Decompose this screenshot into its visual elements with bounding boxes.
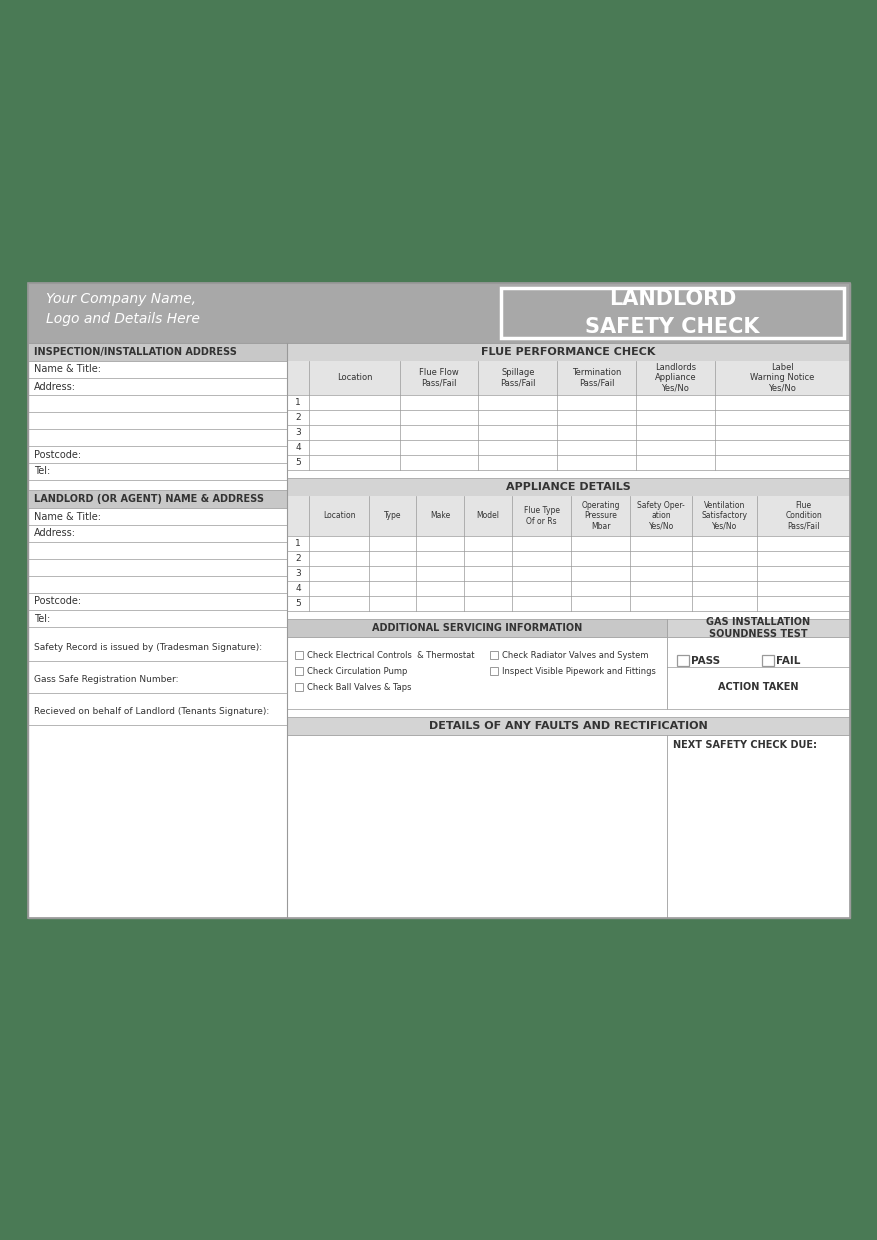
Bar — [501, 288, 844, 339]
Text: Safety Oper-
ation
Yes/No: Safety Oper- ation Yes/No — [638, 501, 685, 531]
Bar — [489, 667, 497, 675]
Text: ACTION TAKEN: ACTION TAKEN — [718, 682, 799, 692]
Bar — [762, 655, 774, 666]
Text: Operating
Pressure
Mbar: Operating Pressure Mbar — [581, 501, 620, 531]
Bar — [287, 717, 850, 735]
Text: Flue Type
Of or Rs: Flue Type Of or Rs — [524, 506, 560, 526]
Bar — [677, 655, 689, 666]
Bar — [667, 619, 850, 637]
Text: 3: 3 — [296, 569, 301, 578]
Text: Label
Warning Notice
Yes/No: Label Warning Notice Yes/No — [750, 363, 815, 393]
Bar — [287, 637, 667, 709]
Text: Landlords
Appliance
Yes/No: Landlords Appliance Yes/No — [654, 363, 696, 393]
Text: 5: 5 — [296, 599, 301, 608]
Text: Inspect Visible Pipework and Fittings: Inspect Visible Pipework and Fittings — [502, 667, 655, 676]
Text: Termination
Pass/Fail: Termination Pass/Fail — [572, 368, 621, 388]
Text: Model: Model — [477, 511, 500, 521]
Text: 2: 2 — [296, 554, 301, 563]
Text: FLUE PERFORMANCE CHECK: FLUE PERFORMANCE CHECK — [481, 347, 656, 357]
Text: Recieved on behalf of Landlord (Tenants Signature):: Recieved on behalf of Landlord (Tenants … — [34, 707, 269, 715]
Text: Postcode:: Postcode: — [34, 450, 82, 460]
Text: 5: 5 — [296, 458, 301, 467]
Text: Name & Title:: Name & Title: — [34, 365, 101, 374]
Text: Check Electrical Controls  & Thermostat: Check Electrical Controls & Thermostat — [307, 651, 474, 660]
Bar — [28, 283, 850, 918]
Bar — [28, 343, 287, 361]
Text: LANDLORD (OR AGENT) NAME & ADDRESS: LANDLORD (OR AGENT) NAME & ADDRESS — [34, 494, 264, 503]
Text: PASS: PASS — [691, 656, 720, 666]
Bar — [287, 477, 850, 496]
Text: Location: Location — [337, 373, 372, 382]
Bar — [287, 496, 850, 536]
Text: 1: 1 — [296, 398, 301, 407]
Bar — [295, 651, 303, 658]
Text: 1: 1 — [296, 539, 301, 548]
Text: Check Ball Valves & Taps: Check Ball Valves & Taps — [307, 682, 411, 692]
Bar — [28, 490, 287, 508]
Bar — [667, 637, 850, 709]
Text: APPLIANCE DETAILS: APPLIANCE DETAILS — [506, 482, 631, 492]
Text: Spillage
Pass/Fail: Spillage Pass/Fail — [500, 368, 536, 388]
Text: Location: Location — [323, 511, 355, 521]
Bar — [287, 619, 667, 637]
Text: FAIL: FAIL — [776, 656, 801, 666]
Text: Check Circulation Pump: Check Circulation Pump — [307, 667, 407, 676]
Text: Your Company Name,
Logo and Details Here: Your Company Name, Logo and Details Here — [46, 293, 200, 326]
Bar — [287, 735, 667, 918]
Text: 3: 3 — [296, 428, 301, 436]
Text: Gass Safe Registration Number:: Gass Safe Registration Number: — [34, 675, 179, 683]
Text: Name & Title:: Name & Title: — [34, 511, 101, 522]
Text: Check Radiator Valves and System: Check Radiator Valves and System — [502, 651, 648, 660]
Text: ADDITIONAL SERVICING INFORMATION: ADDITIONAL SERVICING INFORMATION — [372, 622, 582, 632]
Bar — [28, 283, 850, 918]
Text: Tel:: Tel: — [34, 466, 50, 476]
Bar — [295, 683, 303, 691]
Bar — [287, 361, 850, 396]
Text: 2: 2 — [296, 413, 301, 422]
Text: Flue Flow
Pass/Fail: Flue Flow Pass/Fail — [419, 368, 459, 388]
Bar — [489, 651, 497, 658]
Text: LANDLORD
SAFETY CHECK: LANDLORD SAFETY CHECK — [585, 289, 759, 337]
Text: Address:: Address: — [34, 382, 76, 392]
Text: 4: 4 — [296, 584, 301, 593]
Text: Flue
Condition
Pass/Fail: Flue Condition Pass/Fail — [785, 501, 822, 531]
Text: 4: 4 — [296, 443, 301, 453]
Text: NEXT SAFETY CHECK DUE:: NEXT SAFETY CHECK DUE: — [673, 740, 817, 750]
Text: INSPECTION/INSTALLATION ADDRESS: INSPECTION/INSTALLATION ADDRESS — [34, 347, 237, 357]
Text: Postcode:: Postcode: — [34, 596, 82, 606]
Text: Make: Make — [431, 511, 451, 521]
Text: DETAILS OF ANY FAULTS AND RECTIFICATION: DETAILS OF ANY FAULTS AND RECTIFICATION — [429, 720, 708, 732]
Text: Safety Record is issued by (Tradesman Signature):: Safety Record is issued by (Tradesman Si… — [34, 642, 262, 651]
Bar — [667, 735, 850, 918]
Bar — [295, 667, 303, 675]
Text: GAS INSTALLATION
SOUNDNESS TEST: GAS INSTALLATION SOUNDNESS TEST — [707, 616, 810, 639]
Text: Address:: Address: — [34, 528, 76, 538]
Text: Type: Type — [384, 511, 402, 521]
Bar — [287, 343, 850, 361]
Bar — [28, 283, 850, 343]
Text: Tel:: Tel: — [34, 614, 50, 624]
Text: Ventilation
Satisfactory
Yes/No: Ventilation Satisfactory Yes/No — [702, 501, 748, 531]
